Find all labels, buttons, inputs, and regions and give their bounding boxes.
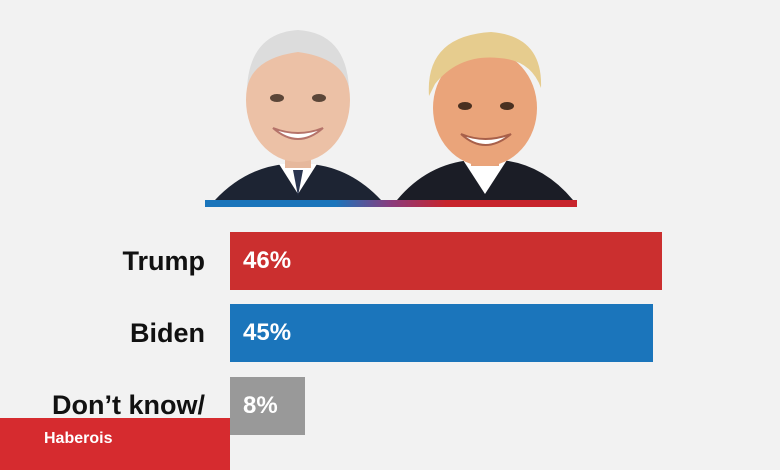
bar-value-label-undecided: 8% [243, 392, 278, 419]
watermark-banner: Haberois [0, 418, 230, 470]
bar-undecided: 8% [230, 377, 306, 435]
biden-portrait [205, 18, 391, 200]
trump-portrait-image [391, 18, 577, 200]
color-gradient-rule [205, 200, 577, 207]
bar-value-label-trump: 46% [243, 247, 292, 274]
bar-value-label-biden: 45% [243, 319, 292, 346]
trump-portrait [391, 18, 577, 200]
category-label-trump: Trump [122, 246, 205, 276]
bar-biden: 45% [230, 304, 653, 362]
bar-trump: 46% [230, 232, 662, 290]
category-label-biden: Biden [129, 318, 205, 348]
candidate-portraits [205, 18, 577, 208]
watermark-text: Haberois [44, 430, 113, 447]
biden-portrait-image [205, 18, 391, 200]
